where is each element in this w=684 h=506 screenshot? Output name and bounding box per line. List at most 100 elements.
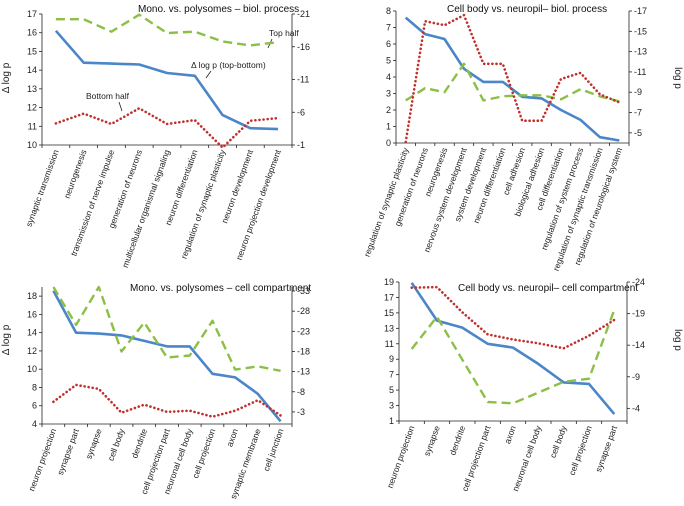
p3-delta-series-line — [52, 290, 282, 423]
panel-mono-polysomes-cell-compartment: Mono. vs. polysomes – cell compartment Δ… — [1, 283, 311, 500]
p1-bottom-half-point — [277, 117, 279, 119]
p2-top-half-point — [502, 96, 504, 98]
p4-left-tick-label: 7 — [389, 370, 394, 380]
p2-left-tick-label: 0 — [386, 138, 391, 148]
p1-left-tick-label: 17 — [27, 9, 37, 19]
p4-right-tick-label: -9 — [632, 372, 640, 382]
p1-top-half-point — [250, 45, 252, 47]
p4-right-tick-label: -24 — [632, 277, 645, 287]
p1-category-label: neurogenesis — [62, 148, 89, 199]
p3-right-tick-label: -13 — [297, 367, 310, 377]
panel-cellbody-neuropil-cell-compartment: Cell body vs. neuropil– cell compartment… — [384, 277, 683, 493]
panel-1-delta-leader — [205, 70, 212, 79]
panel-4-title: Cell body vs. neuropil– cell compartment — [458, 283, 638, 294]
p1-top-half-point — [194, 31, 196, 33]
p1-right-tick-label: -11 — [297, 75, 309, 85]
panel-3-y-axis-label: Δ log p — [1, 324, 12, 355]
p3-category-label: cell body — [106, 427, 127, 463]
p3-right-tick-label: -8 — [297, 387, 305, 397]
p4-category-label: cell body — [548, 424, 569, 460]
p1-left-tick-label: 11 — [28, 121, 37, 131]
p3-category-label: synapse part — [55, 427, 81, 477]
p4-category-label: neuron projection — [385, 424, 417, 489]
p2-delta-series-line — [404, 16, 620, 142]
panel-1-y-axis-label: Δ log p — [1, 62, 12, 93]
p1-right-tick-label: -1 — [297, 140, 305, 150]
panel-mono-polysomes-biol-process: Mono. vs. polysomes – biol. process Δ lo… — [1, 4, 310, 269]
p1-right-tick-label: -21 — [297, 9, 310, 19]
panel-1-top-half-label: Top half — [269, 28, 299, 38]
p3-left-tick-label: 4 — [32, 419, 37, 429]
p4-right-tick-label: -14 — [632, 340, 645, 350]
p1-left-tick-label: 12 — [27, 103, 37, 113]
panel-1-title: Mono. vs. polysomes – biol. process — [138, 4, 299, 15]
p3-left-tick-label: 10 — [27, 364, 37, 374]
p4-left-tick-label: 11 — [385, 339, 394, 349]
p4-top-half-point — [614, 309, 616, 311]
p1-left-tick-label: 16 — [27, 28, 37, 38]
p3-left-tick-label: 6 — [32, 401, 37, 411]
p3-right-tick-label: -28 — [297, 306, 310, 316]
p3-category-label: axon — [224, 427, 240, 448]
p4-right-tick-label: -19 — [632, 309, 645, 319]
panel-1-bottom-half-label: Bottom half — [86, 91, 130, 101]
p3-right-tick-label: -33 — [297, 286, 310, 296]
panel-2-y2-axis-label: log p — [672, 67, 683, 89]
p2-left-tick-label: 3 — [386, 89, 391, 99]
panel-1-delta-label: Δ log p (top-bottom) — [191, 60, 266, 70]
p1-top-half-series-line — [55, 13, 279, 47]
p3-top-half-series-line — [52, 285, 281, 372]
p4-bottom-half-series-line — [410, 285, 616, 350]
p2-bottom-half-series-line — [404, 13, 621, 144]
p1-delta-series-line — [54, 29, 279, 131]
p1-category-label: synaptic transmission — [24, 148, 61, 228]
panel-2-title: Cell body vs. neuropil– biol. process — [447, 4, 607, 15]
p2-right-tick-label: -15 — [634, 26, 647, 36]
p4-top-half-point — [436, 316, 438, 318]
p4-top-half-point — [512, 403, 514, 405]
p3-top-half-point — [257, 366, 259, 368]
p2-right-tick-label: -9 — [634, 87, 642, 97]
p3-right-tick-label: -23 — [297, 326, 310, 336]
p3-category-label: dendrite — [129, 427, 149, 460]
p1-top-half-point — [166, 32, 168, 34]
panel-3-title: Mono. vs. polysomes – cell compartment — [130, 283, 311, 294]
p3-right-tick-label: -18 — [297, 346, 310, 356]
p4-category-label: synapse part — [593, 424, 619, 474]
p1-left-tick-label: 14 — [27, 65, 37, 75]
p4-left-tick-label: 5 — [389, 385, 394, 395]
p4-left-tick-label: 1 — [389, 416, 394, 426]
p2-right-tick-label: -13 — [634, 47, 647, 57]
p1-left-tick-label: 13 — [27, 84, 37, 94]
p1-bottom-half-series-line — [54, 107, 280, 149]
p3-left-tick-label: 18 — [27, 291, 37, 301]
p4-category-label: synapse — [422, 424, 442, 457]
p2-left-tick-label: 5 — [386, 56, 391, 66]
p2-left-tick-label: 1 — [386, 122, 391, 132]
p2-left-tick-label: 8 — [386, 6, 391, 16]
p2-left-tick-label: 2 — [386, 105, 391, 115]
p2-right-tick-label: -7 — [634, 108, 642, 118]
p2-right-tick-label: -11 — [634, 67, 646, 77]
p4-category-label: dendrite — [447, 424, 467, 457]
p3-category-label: cell projection — [190, 427, 217, 480]
p1-left-tick-label: 10 — [27, 140, 37, 150]
p3-category-label: neuron projection — [26, 427, 58, 492]
p3-left-tick-label: 14 — [27, 328, 37, 338]
p3-category-label: synapse — [83, 427, 103, 460]
p2-left-tick-label: 4 — [386, 72, 391, 82]
p4-left-tick-label: 9 — [389, 354, 394, 364]
p4-left-tick-label: 3 — [389, 401, 394, 411]
p1-top-half-point — [277, 41, 279, 43]
panel-4-y2-axis-label: log p — [672, 329, 683, 351]
p3-top-half-point — [166, 357, 168, 359]
p3-left-tick-label: 16 — [27, 309, 37, 319]
p1-right-tick-label: -16 — [297, 42, 310, 52]
p1-right-tick-label: -6 — [297, 107, 305, 117]
p1-top-half-point — [222, 41, 224, 43]
p4-left-tick-label: 15 — [384, 308, 394, 318]
p2-right-tick-label: -17 — [634, 6, 647, 16]
p4-left-tick-label: 17 — [384, 292, 394, 302]
p2-top-half-series-line — [405, 62, 620, 103]
